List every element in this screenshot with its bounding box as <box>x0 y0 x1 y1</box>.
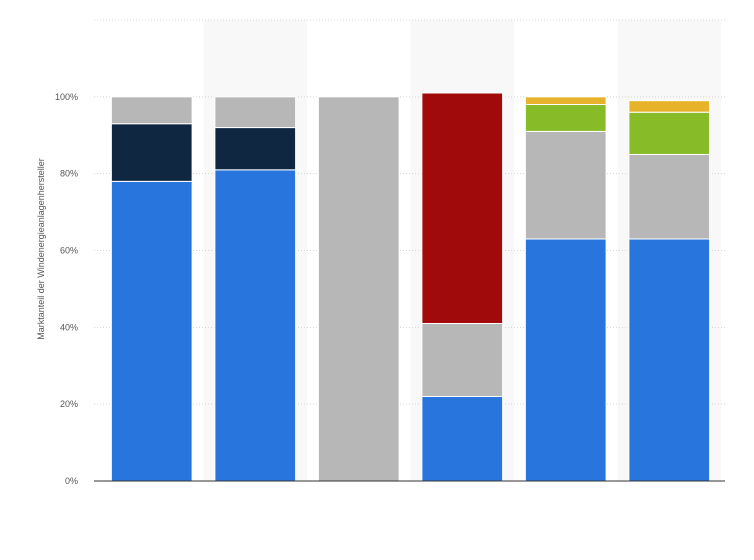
bar-segment[interactable] <box>421 92 504 324</box>
bar-segment[interactable] <box>214 169 297 482</box>
y-tick-labels: 0% 20% 40% 60% 80% 100% <box>55 92 78 486</box>
bar-segment[interactable] <box>214 127 297 171</box>
bar-segment[interactable] <box>524 96 607 106</box>
bar-segment[interactable] <box>628 100 711 113</box>
bar-segment[interactable] <box>524 238 607 482</box>
y-axis-title: Marktanteil der Windenergieanlagenherste… <box>36 158 46 340</box>
y-tick-label: 60% <box>60 246 78 256</box>
bar-segment[interactable] <box>421 395 504 482</box>
y-tick-label: 100% <box>55 92 78 102</box>
bar-segment[interactable] <box>214 96 297 129</box>
bar-segment[interactable] <box>628 111 711 155</box>
bar-segment[interactable] <box>110 180 193 482</box>
bar-segment[interactable] <box>110 96 193 125</box>
bar-segment[interactable] <box>524 130 607 240</box>
bar-segment[interactable] <box>524 104 607 132</box>
y-tick-label: 40% <box>60 322 78 332</box>
y-tick-label: 0% <box>65 476 78 486</box>
bar-segment[interactable] <box>110 123 193 182</box>
gridlines <box>94 19 725 405</box>
bar-segment[interactable] <box>628 153 711 240</box>
y-tick-label: 20% <box>60 399 78 409</box>
y-tick-label: 80% <box>60 169 78 179</box>
bar-segment[interactable] <box>628 238 711 482</box>
bar-segment[interactable] <box>317 96 400 482</box>
bar-segments <box>110 92 711 482</box>
bar-segment[interactable] <box>421 322 504 397</box>
